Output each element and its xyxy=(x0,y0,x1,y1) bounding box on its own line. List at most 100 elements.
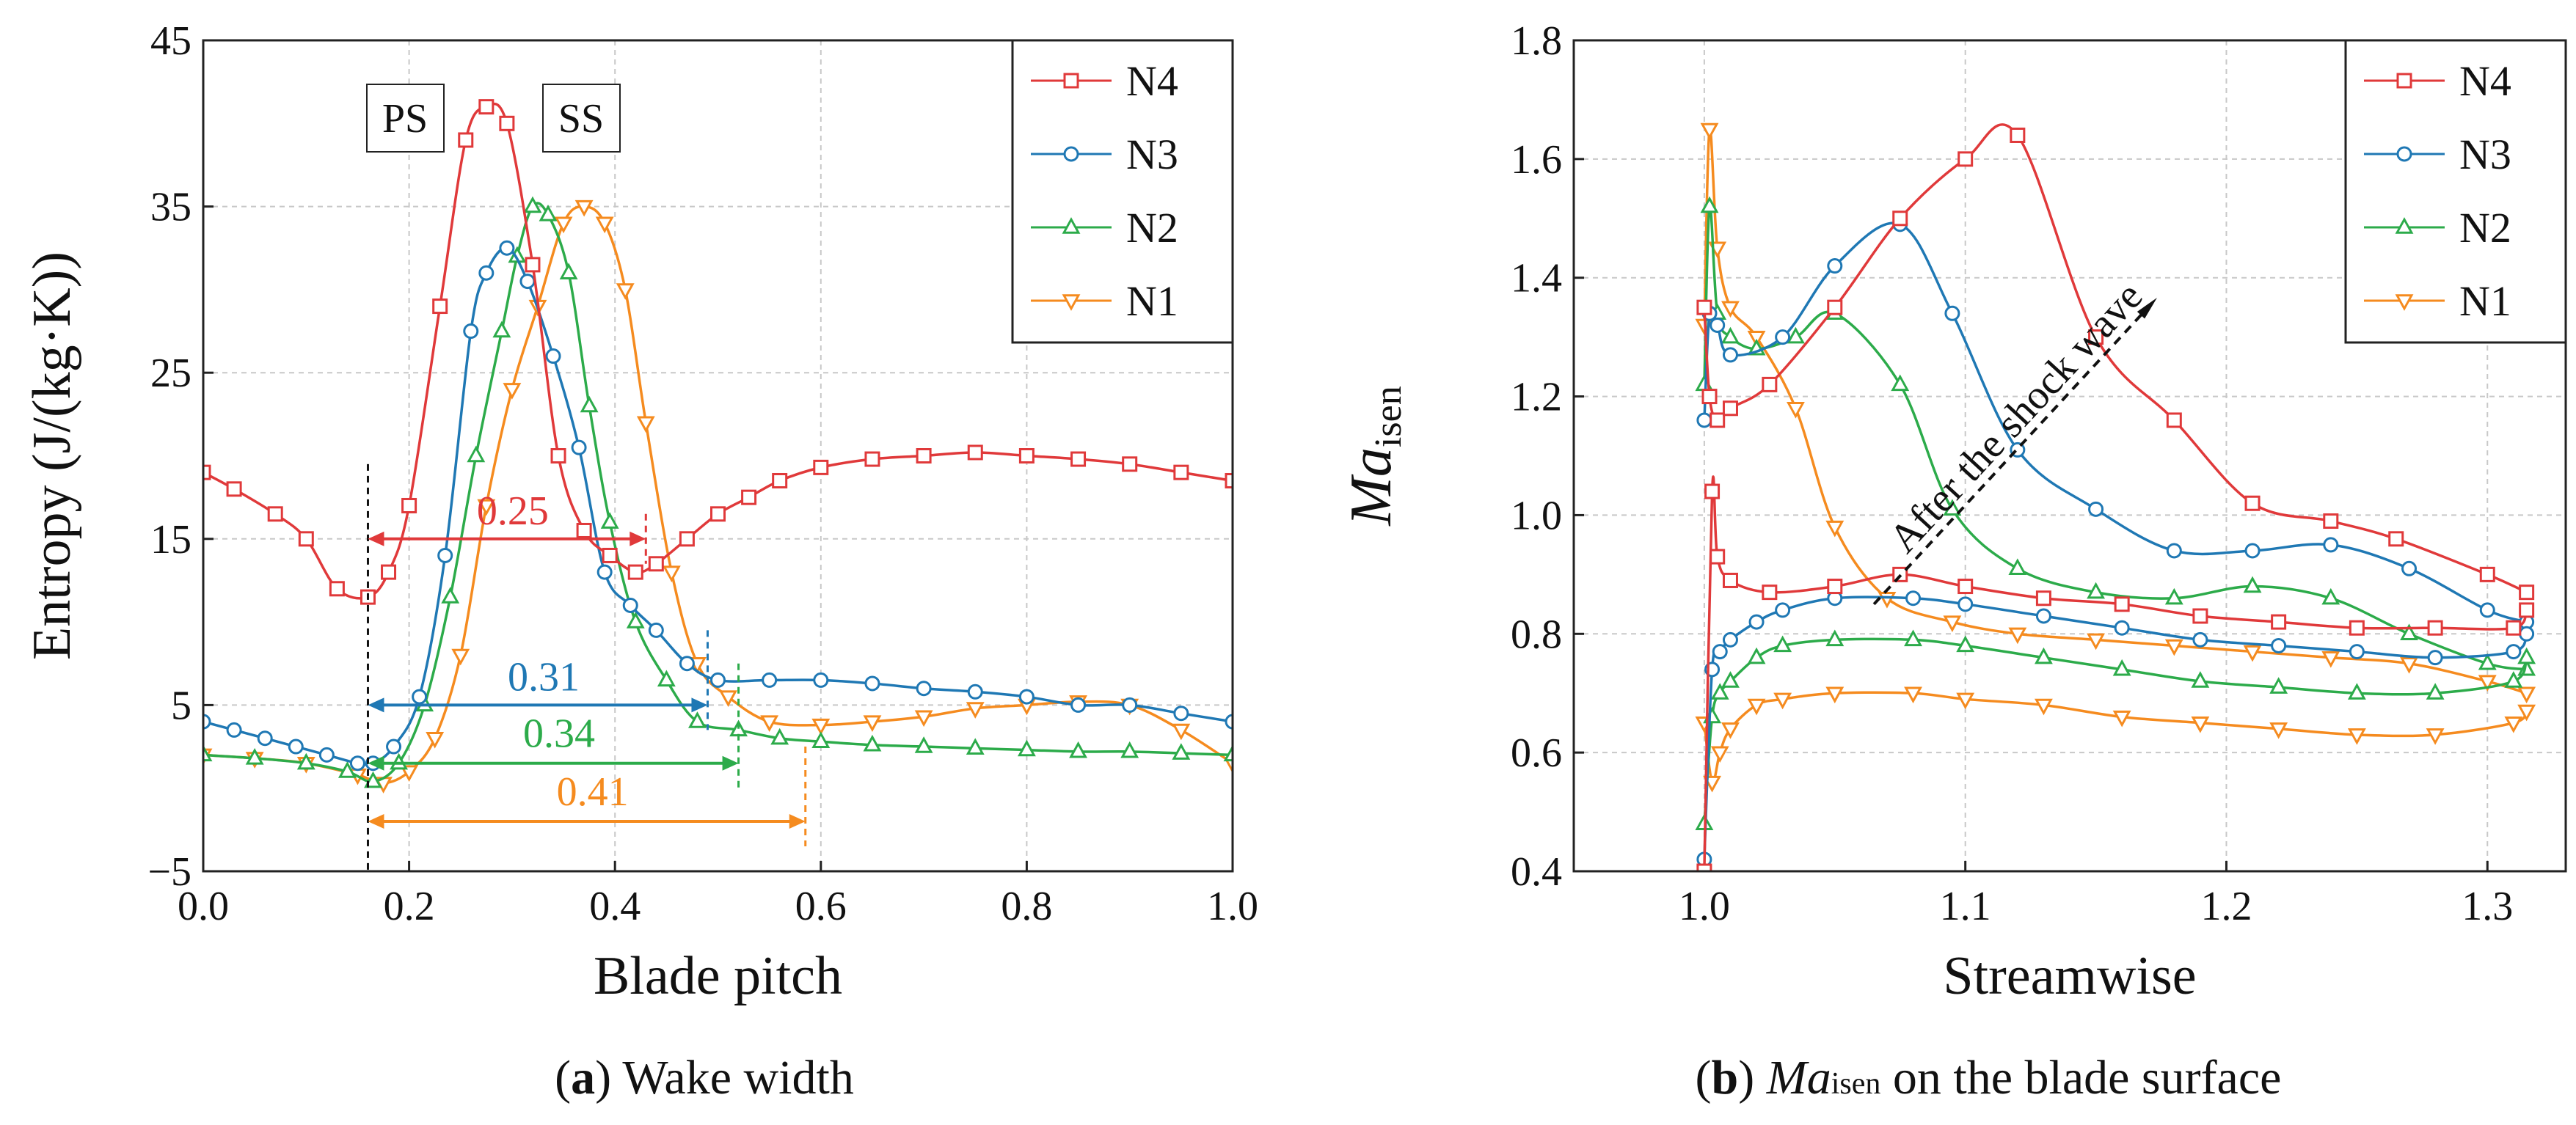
b-legend-label-N2: N2 xyxy=(2459,204,2511,252)
a-point-N2 xyxy=(688,711,707,728)
b-point-N4 xyxy=(2114,596,2130,612)
a-arrowhead-left xyxy=(368,755,384,771)
a-point-N3 xyxy=(679,656,695,672)
b-legend: N4 N3 N2 N1 xyxy=(2344,39,2567,344)
a-point-N4 xyxy=(1070,451,1087,467)
a-point-N3 xyxy=(571,439,587,455)
a-legend: N4 N3 N2 N1 xyxy=(1011,39,1234,344)
b-point-N3 xyxy=(2323,537,2339,553)
a-point-N3 xyxy=(622,597,638,613)
b-point-N4 xyxy=(2166,412,2182,428)
a-point-N2 xyxy=(600,512,619,529)
a-legend-box xyxy=(1011,39,1234,344)
a-point-N2 xyxy=(559,263,578,279)
b-point-N2 xyxy=(2347,683,2366,700)
b-ytick-label: 0.4 xyxy=(1511,849,1562,895)
a-point-N3 xyxy=(1122,697,1138,713)
b-point-N2 xyxy=(1943,499,1962,516)
b-point-N4 xyxy=(1827,579,1843,595)
b-point-N2 xyxy=(1825,629,1845,647)
b-point-N1 xyxy=(2087,633,2106,651)
b-legend-marker-N1 xyxy=(2395,294,2414,311)
b-point-N1 xyxy=(1943,615,1962,633)
b-point-N4 xyxy=(2323,513,2339,529)
a-legend-label-N4: N4 xyxy=(1126,57,1178,105)
a-point-N1 xyxy=(595,216,614,234)
a-point-N1 xyxy=(574,199,594,217)
b-xtick-label: 1.3 xyxy=(2462,884,2513,929)
a-point-N1 xyxy=(719,690,737,707)
b-legend-marker-N2 xyxy=(2395,217,2414,234)
b-point-N1 xyxy=(1710,746,1729,763)
a-point-N3 xyxy=(386,739,402,755)
a-point-N2 xyxy=(770,728,789,745)
b-point-N4 xyxy=(1710,549,1726,565)
a-point-N3 xyxy=(1173,706,1189,722)
a-point-N1 xyxy=(811,718,831,736)
a-point-N3 xyxy=(864,675,880,692)
b-point-N3 xyxy=(1712,644,1728,660)
a-point-N4 xyxy=(298,531,314,547)
a-point-N3 xyxy=(545,348,561,364)
a-point-N3 xyxy=(1070,697,1087,713)
b-point-N2 xyxy=(2321,587,2340,605)
b-point-N3 xyxy=(2506,644,2522,660)
a-ss-label: SS xyxy=(558,96,604,142)
a-point-N3 xyxy=(463,323,479,340)
b-point-N3 xyxy=(2401,560,2418,576)
b-point-N1 xyxy=(2034,698,2053,716)
b-point-N3 xyxy=(2192,631,2208,648)
b-legend-marker-N3 xyxy=(2396,146,2412,162)
b-ylabel-sub: isen xyxy=(1368,386,1409,447)
a-point-N1 xyxy=(636,416,655,433)
a-point-N2 xyxy=(626,612,645,629)
b-point-N2 xyxy=(1700,196,1719,213)
b-shock-arrowhead xyxy=(2137,297,2157,319)
b-point-N1 xyxy=(1825,686,1845,704)
b-point-N4 xyxy=(1696,299,1712,315)
a-point-N2 xyxy=(1172,743,1191,760)
a-arrowhead-right xyxy=(691,697,708,713)
a-point-N3 xyxy=(813,672,829,688)
a-point-N3 xyxy=(648,622,664,638)
b-ytick-label: 1.0 xyxy=(1511,493,1562,538)
b-point-N4 xyxy=(1892,210,1908,227)
a-point-N3 xyxy=(916,681,932,697)
a-point-N3 xyxy=(318,747,335,763)
b-point-N1 xyxy=(2347,728,2366,745)
b-point-N2 xyxy=(2034,647,2053,664)
a-arrowhead-right xyxy=(722,755,739,771)
a-arrowhead-left xyxy=(368,531,384,546)
b-point-N1 xyxy=(2112,710,2131,728)
a-point-N3 xyxy=(710,672,726,688)
a-ytick-label: 45 xyxy=(150,18,191,64)
b-ytick-label: 0.6 xyxy=(1511,730,1562,776)
caption-b-letter: b xyxy=(1711,1051,1739,1104)
b-point-N2 xyxy=(2243,576,2262,593)
b-ytick-label: 1.2 xyxy=(1511,375,1562,420)
a-point-N2 xyxy=(811,731,831,748)
a-point-N4 xyxy=(710,506,726,522)
b-point-N2 xyxy=(1721,326,1740,344)
a-legend-marker-N3 xyxy=(1063,146,1079,162)
a-point-N4 xyxy=(458,132,474,148)
b-plot-frame xyxy=(1572,39,2567,873)
b-point-N2 xyxy=(1786,326,1805,344)
a-point-N3 xyxy=(499,240,515,256)
a-point-N1 xyxy=(760,715,779,732)
b-xtick-label: 1.0 xyxy=(1679,884,1730,929)
caption-a-text: Wake width xyxy=(622,1051,854,1104)
a-point-N2 xyxy=(337,761,357,778)
b-point-N2 xyxy=(1904,629,1922,647)
a-point-N3 xyxy=(349,755,365,772)
a-plot xyxy=(203,99,1233,794)
a-point-N4 xyxy=(525,257,541,273)
b-point-N4 xyxy=(2349,620,2365,636)
a-point-N3 xyxy=(596,564,613,580)
a-arrowhead-right xyxy=(630,531,646,546)
b-point-N4 xyxy=(1722,572,1738,588)
b-line-N1-lower xyxy=(1703,691,2528,785)
b-point-N1 xyxy=(1825,520,1845,538)
a-point-N4 xyxy=(499,115,515,131)
b-shock-arrow xyxy=(1872,306,2150,606)
